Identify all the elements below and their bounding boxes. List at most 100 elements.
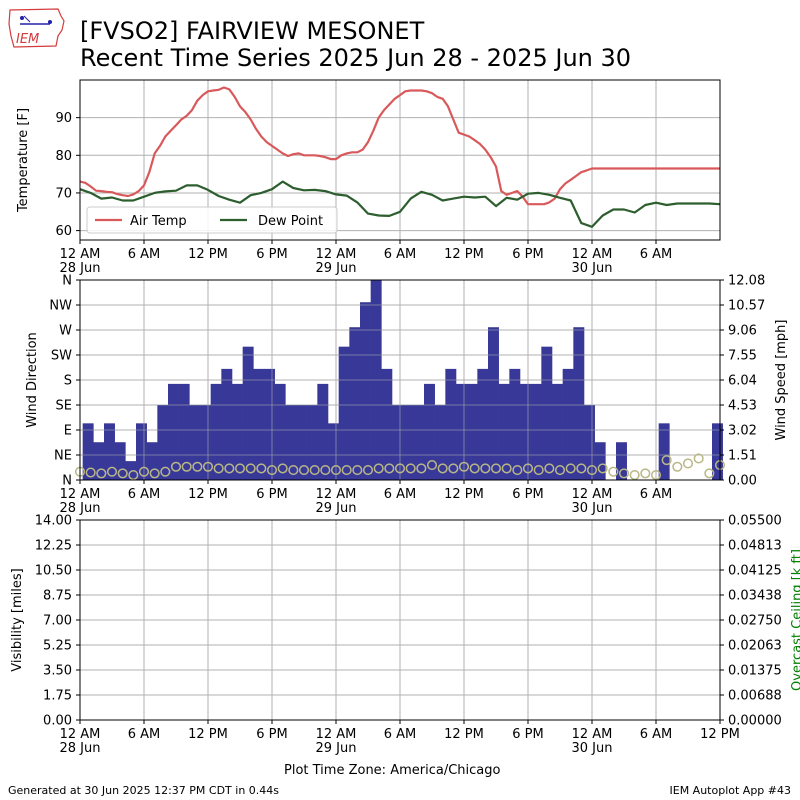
wind-direction-bar: [712, 423, 723, 480]
time-tick-label: 12 AM: [60, 487, 101, 502]
time-tick-label: 12 PM: [700, 727, 740, 742]
wind-speed-marker: [693, 453, 704, 464]
temp-tick-label: 80: [55, 149, 72, 164]
date-tick-label: 29 Jun: [316, 261, 357, 276]
wind-direction-bar: [530, 383, 542, 480]
date-tick-label: 30 Jun: [572, 741, 613, 756]
wind-speed-marker: [522, 463, 534, 474]
wind-dir-tick-label: S: [64, 374, 72, 389]
wind-speed-marker: [640, 468, 651, 479]
wind-speed-marker: [373, 463, 384, 474]
wind-speed-marker: [458, 461, 470, 472]
wind-speed-marker: [490, 463, 502, 474]
time-tick-label: 12 PM: [188, 487, 228, 502]
wind-speed-marker: [117, 468, 128, 479]
timezone-label: Plot Time Zone: America/Chicago: [284, 763, 501, 778]
temp-legend: Air Temp Dew Point: [86, 206, 338, 234]
ceiling-tick-label: 0.00000: [728, 714, 782, 729]
ceiling-tick-label: 0.02750: [728, 614, 782, 629]
wind-speed-marker: [288, 465, 299, 476]
visibility-tick-label: 8.75: [43, 589, 72, 604]
wind-speed-marker: [138, 466, 150, 477]
wind-speed-marker: [224, 463, 235, 474]
wind-speed-marker: [96, 468, 107, 479]
wind-speed-marker: [277, 463, 288, 474]
wind-direction-bar: [562, 368, 574, 480]
wind-speed-marker: [448, 463, 459, 474]
visibility-tick-label: 7.00: [43, 614, 72, 629]
time-tick-label: 12 PM: [444, 247, 484, 262]
iem-logo: IEM: [6, 6, 68, 52]
time-tick-label: 6 AM: [640, 487, 673, 502]
wind-speed-marker: [576, 463, 587, 474]
wind-speed-axis-label: Wind Speed [mph]: [774, 320, 789, 441]
time-tick-label: 12 AM: [572, 487, 613, 502]
wind-speed-marker: [426, 460, 438, 471]
visibility-tick-label: 1.75: [43, 689, 72, 704]
legend-box: [86, 206, 338, 234]
legend-dew-point-label: Dew Point: [258, 214, 323, 229]
wind-dir-tick-label: SE: [56, 399, 72, 414]
chart-title-line1: [FVSO2] FAIRVIEW MESONET: [80, 17, 425, 45]
wind-direction-bar: [317, 383, 329, 480]
wind-speed-tick-label: 7.55: [728, 349, 757, 364]
wind-speed-tick-label: 6.04: [728, 374, 757, 389]
wind-direction-axis-label: Wind Direction: [25, 332, 40, 428]
wind-speed-tick-label: 3.02: [728, 424, 757, 439]
time-tick-label: 6 PM: [256, 487, 287, 502]
time-tick-label: 12 AM: [572, 247, 613, 262]
wind-direction-bar: [328, 423, 339, 480]
wind-direction-bar: [242, 346, 254, 480]
logo-text: IEM: [16, 32, 39, 47]
wind-speed-marker: [330, 465, 342, 476]
wind-speed-tick-label: 4.53: [728, 399, 757, 414]
wind-dir-tick-label: SW: [51, 349, 72, 364]
wind-speed-marker: [181, 461, 192, 472]
wind-direction-bar: [210, 383, 222, 480]
visibility-axis-label: Visibility [miles]: [10, 568, 25, 671]
wind-speed-marker: [320, 465, 331, 476]
app-label: IEM Autoplot App #43: [669, 784, 792, 797]
wind-speed-marker: [597, 463, 608, 474]
wind-direction-bar: [413, 405, 425, 480]
wind-direction-bar: [541, 346, 553, 480]
ceiling-tick-label: 0.04125: [728, 564, 782, 579]
wind-direction-bar: [264, 368, 275, 480]
wind-direction-bar: [200, 405, 211, 480]
wind-direction-bar: [232, 383, 243, 480]
visibility-tick-label: 14.00: [35, 514, 72, 529]
panel-frame: [79, 79, 721, 241]
wind-speed-marker: [416, 463, 427, 474]
wind-speed-marker: [384, 463, 395, 474]
wind-speed-marker: [437, 463, 448, 474]
wind-direction-bar: [434, 405, 446, 480]
time-tick-label: 6 AM: [384, 487, 417, 502]
wind-speed-marker: [170, 461, 182, 472]
wind-direction-bar: [296, 405, 307, 480]
wind-speed-tick-label: 10.57: [728, 299, 765, 314]
chart-title-line2: Recent Time Series 2025 Jun 28 - 2025 Ju…: [80, 44, 632, 72]
wind-speed-marker: [352, 465, 363, 476]
wind-speed-marker: [266, 465, 278, 476]
time-tick-label: 12 AM: [316, 727, 357, 742]
temp-tick-label: 70: [55, 186, 72, 201]
wind-direction-bar: [146, 442, 158, 480]
ceiling-tick-label: 0.02063: [728, 639, 782, 654]
generated-label: Generated at 30 Jun 2025 12:37 PM CDT in…: [8, 784, 280, 797]
wind-direction-bar: [445, 368, 457, 480]
wind-speed-marker: [661, 455, 672, 466]
wind-direction-bar: [93, 442, 105, 480]
visibility-tick-label: 10.50: [35, 564, 72, 579]
wind-direction-bar: [424, 383, 435, 480]
wind-speed-marker: [682, 458, 694, 469]
wind-direction-bar: [488, 327, 499, 480]
wind-direction-bar: [285, 405, 297, 480]
wind-speed-marker: [650, 469, 662, 481]
time-tick-label: 12 PM: [444, 727, 484, 742]
time-tick-label: 6 PM: [512, 727, 543, 742]
wind-speed-marker: [234, 463, 246, 474]
wind-speed-tick-label: 9.06: [728, 324, 757, 339]
dew-point-line: [79, 180, 721, 228]
date-tick-label: 30 Jun: [572, 501, 613, 516]
wind-direction-bar: [253, 368, 265, 480]
